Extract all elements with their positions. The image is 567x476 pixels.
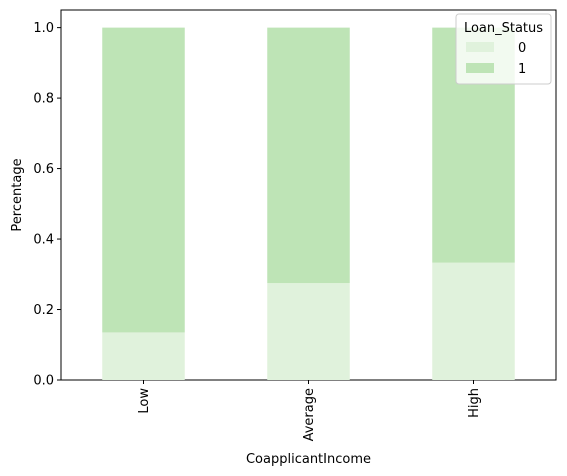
legend-swatch-1 — [466, 63, 494, 73]
legend-title: Loan_Status — [464, 21, 543, 36]
y-axis: 0.0 0.2 0.4 0.6 0.8 1.0 — [33, 21, 61, 389]
x-tick-label: Average — [302, 388, 317, 441]
y-tick-label: 0.2 — [33, 303, 54, 318]
bar-low-series-1 — [102, 27, 185, 333]
x-tick-label: High — [467, 388, 482, 418]
x-axis: Low Average High — [137, 380, 482, 441]
y-tick-label: 0.4 — [33, 233, 54, 248]
legend-label-0: 0 — [518, 41, 526, 56]
x-axis-label: CoapplicantIncome — [246, 452, 371, 467]
y-axis-label: Percentage — [10, 158, 25, 231]
legend-swatch-0 — [466, 42, 494, 52]
y-tick-label: 0.8 — [33, 92, 54, 107]
legend: Loan_Status 01 — [455, 13, 552, 85]
bar-low-series-0 — [102, 332, 185, 380]
y-tick-label: 0.6 — [33, 162, 54, 177]
legend-items: 01 — [466, 41, 526, 77]
bar-average-series-1 — [267, 27, 350, 284]
y-tick-label: 1.0 — [33, 21, 54, 36]
bar-average-series-0 — [267, 283, 350, 380]
x-tick-label: Low — [137, 388, 152, 414]
legend-label-1: 1 — [518, 62, 526, 77]
y-tick-label: 0.0 — [33, 374, 54, 389]
bar-high-series-0 — [432, 262, 515, 380]
bars-layer — [102, 27, 515, 380]
